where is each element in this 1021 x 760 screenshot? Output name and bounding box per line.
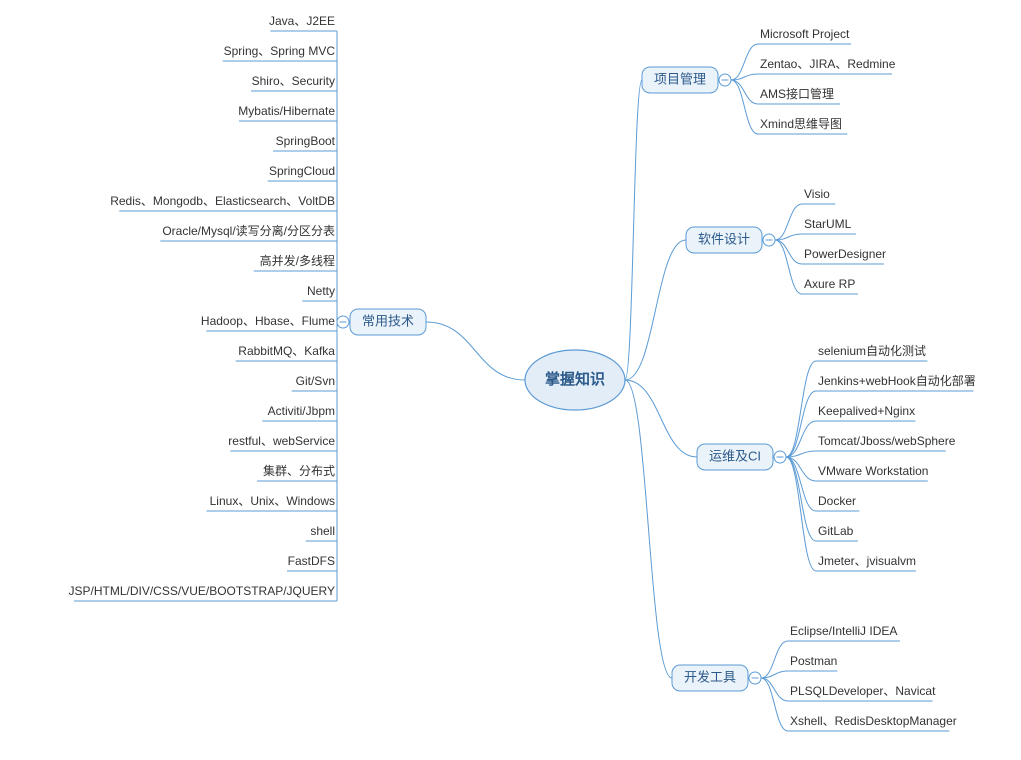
toggle-dev[interactable]: [749, 672, 761, 684]
leaf-tech-13[interactable]: Activiti/Jbpm: [268, 404, 335, 418]
leaf-dev-3[interactable]: Xshell、RedisDesktopManager: [790, 714, 957, 728]
branch-ops-label: 运维及CI: [709, 448, 761, 463]
edge-pm-leaf-3: [731, 80, 758, 134]
leaf-tech-15[interactable]: 集群、分布式: [263, 463, 335, 478]
edge-design-leaf-2: [775, 240, 802, 264]
leaf-ops-0[interactable]: selenium自动化测试: [818, 343, 926, 358]
leaf-ops-1[interactable]: Jenkins+webHook自动化部署: [818, 373, 976, 388]
leaf-ops-3[interactable]: Tomcat/Jboss/webSphere: [818, 434, 956, 448]
leaf-tech-6[interactable]: Redis、Mongodb、Elasticsearch、VoltDB: [110, 194, 335, 208]
leaf-design-0[interactable]: Visio: [804, 187, 830, 201]
edge-dev-leaf-3: [761, 678, 788, 731]
leaves-layer: Java、J2EE Spring、Spring MVC Shiro、Security…: [69, 14, 976, 731]
leaf-pm-0[interactable]: Microsoft Project: [760, 27, 850, 41]
toggle-design[interactable]: [763, 234, 775, 246]
leaf-tech-2[interactable]: Shiro、Security: [252, 74, 335, 88]
edge-design-leaf-3: [775, 240, 802, 294]
leaf-ops-6[interactable]: GitLab: [818, 524, 854, 538]
leaf-tech-1[interactable]: Spring、Spring MVC: [224, 44, 336, 58]
branch-tech-label: 常用技术: [362, 313, 414, 328]
leaf-ops-4[interactable]: VMware Workstation: [818, 464, 928, 478]
leaf-design-1[interactable]: StarUML: [804, 217, 852, 231]
edge-root-ops: [625, 380, 697, 457]
edge-pm-leaf-2: [731, 80, 758, 104]
branch-pm-label: 项目管理: [654, 71, 706, 86]
edge-ops-leaf-1: [786, 391, 816, 457]
leaf-tech-12[interactable]: Git/Svn: [296, 374, 335, 388]
leaf-tech-14[interactable]: restful、webService: [228, 434, 335, 448]
leaf-tech-7[interactable]: Oracle/Mysql/读写分离/分区分表: [162, 223, 335, 238]
leaf-tech-10[interactable]: Hadoop、Hbase、Flume: [201, 314, 335, 328]
leaf-tech-0[interactable]: Java、J2EE: [269, 14, 335, 28]
edge-root-pm: [625, 80, 642, 380]
branch-dev-label: 开发工具: [684, 669, 736, 684]
edge-root-tech: [426, 322, 525, 380]
edge-root-design: [625, 240, 686, 380]
leaf-tech-17[interactable]: shell: [310, 524, 335, 538]
edge-dev-leaf-2: [761, 678, 788, 701]
root-label: 掌握知识: [545, 370, 605, 388]
leaf-design-3[interactable]: Axure RP: [804, 277, 855, 291]
toggle-tech[interactable]: [337, 316, 349, 328]
leaf-tech-11[interactable]: RabbitMQ、Kafka: [238, 344, 335, 358]
edge-ops-leaf-0: [786, 361, 816, 457]
nodes-layer: 掌握知识 常用技术 项目管理软件设计运维及CI 开发工具: [337, 67, 786, 691]
leaf-ops-2[interactable]: Keepalived+Nginx: [818, 404, 915, 418]
leaf-pm-2[interactable]: AMS接口管理: [760, 86, 834, 101]
toggle-ops[interactable]: [774, 451, 786, 463]
leaf-tech-16[interactable]: Linux、Unix、Windows: [210, 494, 335, 508]
edge-ops-leaf-5: [786, 457, 816, 511]
toggle-pm[interactable]: [719, 74, 731, 86]
leaf-dev-0[interactable]: Eclipse/IntelliJ IDEA: [790, 624, 897, 638]
leaf-tech-18[interactable]: FastDFS: [288, 554, 335, 568]
edge-dev-leaf-0: [761, 641, 788, 678]
leaf-tech-4[interactable]: SpringBoot: [276, 134, 336, 148]
leaf-design-2[interactable]: PowerDesigner: [804, 247, 886, 261]
leaf-tech-5[interactable]: SpringCloud: [269, 164, 335, 178]
leaf-ops-7[interactable]: Jmeter、jvisualvm: [818, 554, 916, 568]
leaf-dev-2[interactable]: PLSQLDeveloper、Navicat: [790, 684, 936, 698]
edge-root-dev: [625, 380, 672, 678]
mindmap-canvas: Java、J2EE Spring、Spring MVC Shiro、Security…: [0, 0, 1021, 760]
leaf-pm-3[interactable]: Xmind思维导图: [760, 117, 842, 131]
leaf-tech-19[interactable]: JSP/HTML/DIV/CSS/VUE/BOOTSTRAP/JQUERY: [69, 584, 336, 598]
branch-design-label: 软件设计: [698, 231, 750, 246]
leaf-pm-1[interactable]: Zentao、JIRA、Redmine: [760, 57, 896, 71]
edge-ops-leaf-7: [786, 457, 816, 571]
leaf-tech-8[interactable]: 高并发/多线程: [260, 253, 335, 268]
leaf-dev-1[interactable]: Postman: [790, 654, 837, 668]
leaf-tech-9[interactable]: Netty: [307, 284, 335, 298]
leaf-ops-5[interactable]: Docker: [818, 494, 856, 508]
leaf-tech-3[interactable]: Mybatis/Hibernate: [238, 104, 335, 118]
